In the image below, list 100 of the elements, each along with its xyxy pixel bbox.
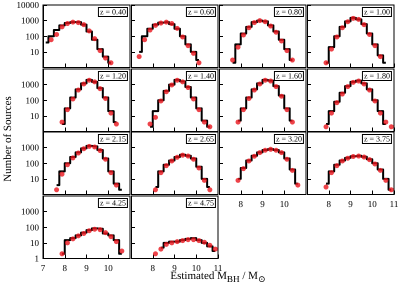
point — [324, 124, 329, 129]
point — [103, 156, 108, 162]
point — [372, 161, 378, 166]
point — [164, 163, 169, 168]
x-tick-label: 9 — [260, 199, 266, 209]
point — [202, 119, 207, 124]
point — [388, 187, 394, 192]
point — [48, 37, 54, 42]
point — [257, 150, 262, 156]
x-tick-label: 9 — [348, 199, 354, 209]
point — [378, 110, 383, 116]
point — [114, 121, 119, 126]
point — [279, 150, 284, 156]
point — [98, 86, 103, 91]
point — [108, 60, 114, 66]
point — [60, 24, 65, 30]
y-tick-label: 10000 — [16, 0, 40, 10]
point — [207, 187, 212, 192]
point — [279, 93, 284, 98]
point — [268, 146, 274, 152]
point — [103, 230, 108, 235]
y-tick-label: 10 — [30, 110, 40, 120]
point — [76, 20, 81, 26]
x-tick-label: 10 — [368, 199, 378, 209]
y-axis-title: Number of Sources — [2, 95, 14, 184]
point — [207, 242, 212, 248]
annotation: z = 3.20 — [276, 134, 302, 144]
point — [284, 106, 290, 112]
point — [98, 226, 103, 232]
point — [196, 238, 202, 243]
point — [362, 154, 367, 160]
point — [290, 58, 295, 63]
point — [356, 16, 362, 22]
x-tick-label: 7 — [40, 262, 46, 272]
y-tick-label: 1000 — [21, 16, 40, 26]
point — [191, 236, 196, 242]
point — [164, 20, 169, 25]
point — [103, 56, 108, 61]
x-tick-label: 10 — [280, 199, 290, 209]
x-tick-label: 10 — [192, 262, 202, 272]
point — [274, 148, 279, 153]
point — [76, 150, 81, 156]
point — [86, 144, 92, 149]
point — [236, 178, 241, 183]
y-tick-label: 10 — [30, 46, 40, 57]
point — [164, 88, 169, 94]
point — [350, 16, 356, 21]
point — [64, 106, 70, 112]
point — [64, 240, 70, 245]
x-tick-label: 11 — [390, 199, 398, 209]
point — [362, 22, 367, 28]
point — [152, 114, 158, 120]
point — [92, 226, 98, 232]
point — [372, 43, 378, 48]
point — [60, 250, 65, 256]
point — [324, 60, 329, 66]
point — [191, 156, 196, 162]
point — [274, 30, 279, 35]
point — [378, 54, 383, 60]
point — [196, 106, 202, 112]
point — [92, 144, 98, 150]
y-tick-label: 10 — [30, 237, 40, 248]
point — [76, 87, 81, 92]
point — [268, 78, 274, 84]
point — [152, 250, 158, 256]
point — [186, 84, 191, 90]
point — [180, 152, 186, 158]
point — [86, 77, 92, 82]
x-tick-label: 10 — [104, 262, 114, 272]
point — [64, 162, 70, 168]
point — [70, 96, 76, 102]
point — [388, 124, 394, 129]
point — [236, 119, 241, 124]
point — [334, 34, 340, 40]
point — [174, 238, 180, 244]
point — [345, 156, 350, 161]
point — [119, 248, 124, 254]
point — [345, 84, 350, 89]
point — [164, 241, 169, 246]
point — [257, 18, 262, 24]
annotation: z = 1.00 — [364, 8, 390, 16]
point — [174, 77, 180, 82]
point — [152, 22, 158, 28]
annotation: z = 0.60 — [188, 8, 214, 16]
x-tick-label: 8 — [150, 262, 156, 272]
y-tick-label: 1000 — [21, 142, 40, 153]
y-tick-label: 100 — [26, 31, 40, 42]
point — [240, 106, 246, 112]
point — [328, 46, 334, 52]
point — [262, 19, 268, 24]
point — [236, 44, 241, 50]
y-tick-label: 1 — [34, 253, 39, 263]
point — [252, 87, 257, 92]
point — [340, 158, 345, 164]
y-tick-label: 100 — [26, 158, 40, 168]
point — [98, 148, 103, 154]
point — [114, 182, 119, 188]
point — [169, 158, 174, 164]
annotation: z = 0.40 — [100, 8, 126, 16]
annotation: z = 0.80 — [276, 8, 302, 16]
